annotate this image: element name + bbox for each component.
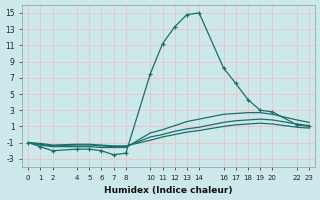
X-axis label: Humidex (Indice chaleur): Humidex (Indice chaleur) — [104, 186, 233, 195]
